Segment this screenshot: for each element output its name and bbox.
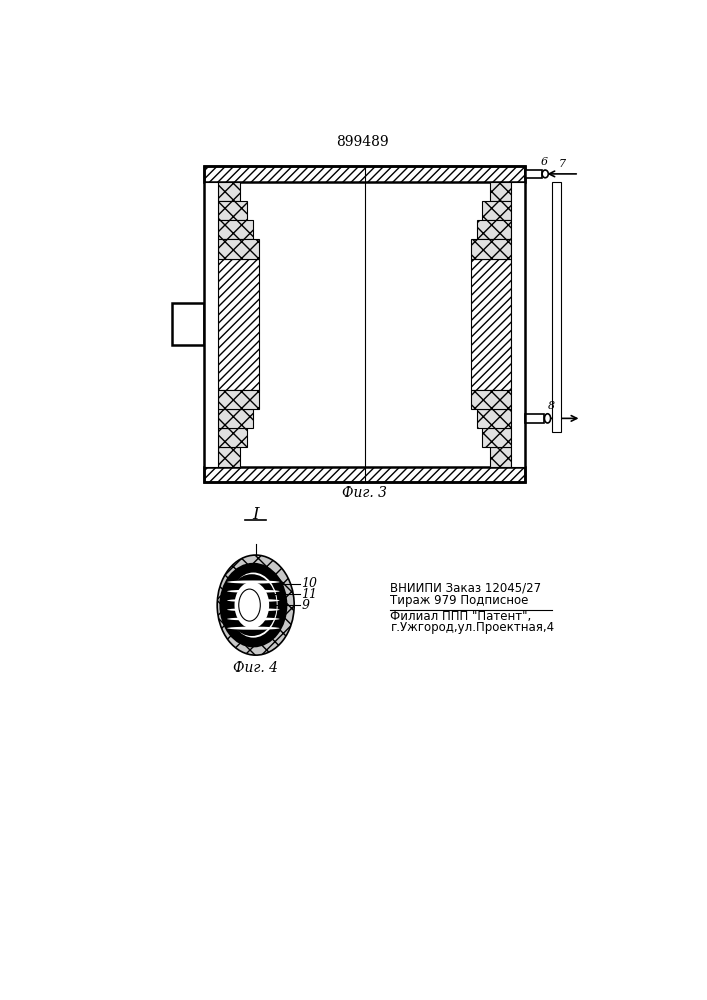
Bar [482,201,511,220]
Ellipse shape [227,590,279,593]
Ellipse shape [544,414,551,423]
Text: I: I [252,506,259,523]
Text: Фиг. 4: Фиг. 4 [233,661,278,675]
Text: 9: 9 [301,599,309,612]
Bar [525,170,542,178]
Text: Тираж 979 Подписное: Тираж 979 Подписное [390,594,529,607]
Bar [490,447,511,466]
Text: 899489: 899489 [336,135,388,149]
Ellipse shape [239,589,260,621]
Bar [525,414,544,423]
Bar [218,409,252,428]
Bar [218,389,259,409]
Bar [471,259,511,389]
Bar [471,389,511,409]
Text: Филиал ППП "Патент",: Филиал ППП "Патент", [390,610,532,623]
Bar [477,409,511,428]
Bar [218,201,247,220]
Ellipse shape [227,580,279,584]
Ellipse shape [235,582,269,628]
Ellipse shape [227,627,279,630]
Text: 11: 11 [301,588,317,601]
Bar [204,182,218,466]
Bar [511,182,525,466]
Text: 8: 8 [549,401,556,411]
Bar [204,166,525,182]
Ellipse shape [227,617,279,620]
Text: ВНИИПИ Заказ 12045/27: ВНИИПИ Заказ 12045/27 [390,581,542,594]
Bar [490,182,511,201]
Text: 10: 10 [301,577,317,590]
Bar [218,428,247,447]
Bar [477,220,511,239]
Bar [218,239,259,259]
Bar [218,220,252,239]
Ellipse shape [227,599,279,602]
Bar [482,428,511,447]
Bar [218,182,240,201]
Ellipse shape [229,573,278,638]
Text: 7: 7 [559,159,566,169]
Bar [218,259,259,389]
Ellipse shape [228,574,276,636]
Bar [204,466,525,482]
Bar [552,182,561,432]
Bar [172,303,204,345]
Bar [218,447,240,466]
Text: г.Ужгород,ул.Проектная,4: г.Ужгород,ул.Проектная,4 [390,621,554,634]
Ellipse shape [542,170,549,178]
Ellipse shape [217,555,294,655]
Bar [204,166,525,482]
Ellipse shape [227,608,279,611]
Bar [471,239,511,259]
Text: Фиг. 3: Фиг. 3 [342,486,387,500]
Text: 6: 6 [541,157,548,167]
